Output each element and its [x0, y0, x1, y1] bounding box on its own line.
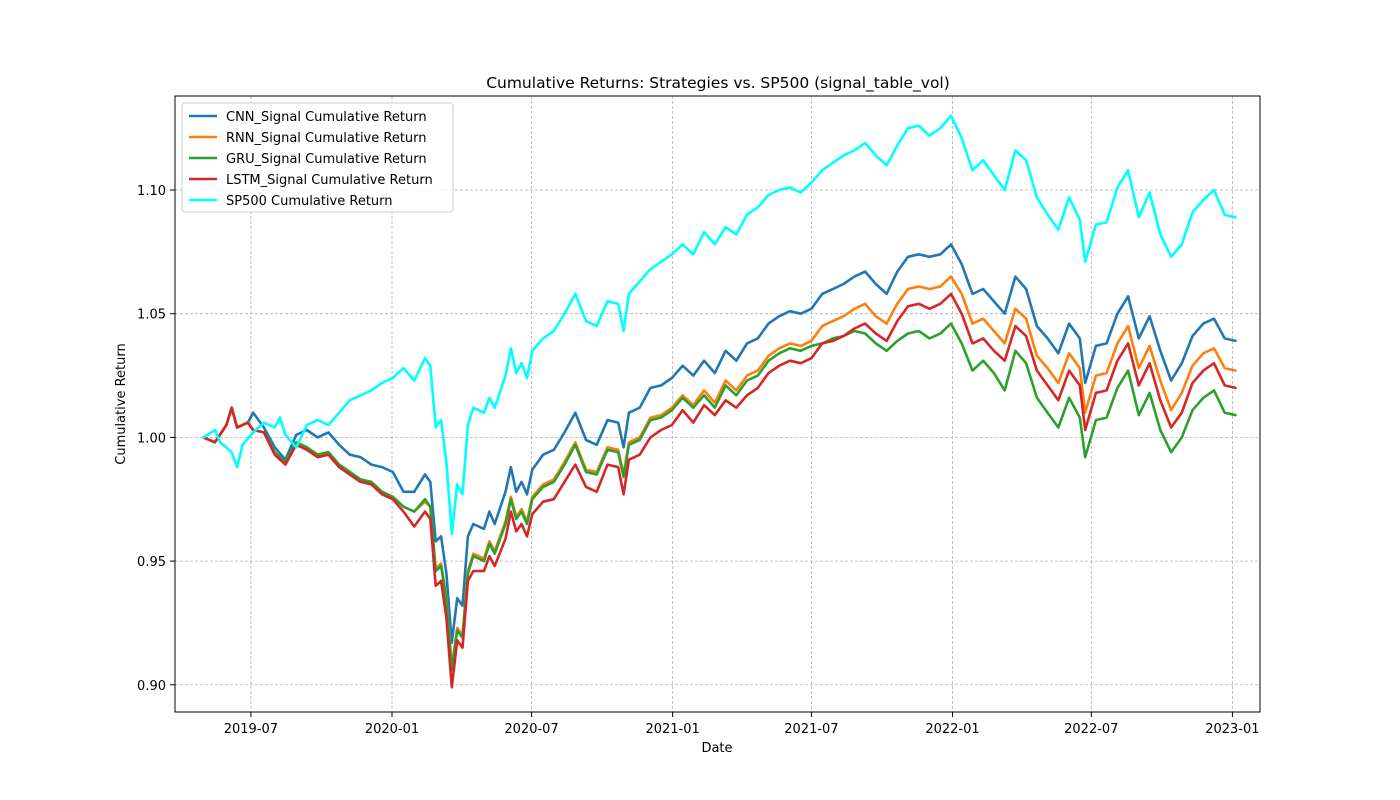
y-tick-label: 1.10: [137, 184, 166, 199]
y-tick-label: 0.95: [137, 555, 166, 570]
legend-label-sp500: SP500 Cumulative Return: [226, 194, 393, 209]
legend: CNN_Signal Cumulative Return RNN_Signal C…: [181, 102, 454, 213]
series-line-cnn-signal: [202, 243, 1237, 644]
y-tick-label: 0.90: [137, 679, 166, 694]
legend-label-lstm-signal: LSTM_Signal Cumulative Return: [226, 173, 433, 188]
x-tick-label: 2022-07: [1064, 722, 1118, 737]
x-tick-label: 2020-07: [504, 722, 558, 737]
series-line-gru-signal: [202, 322, 1237, 672]
legend-label-gru-signal: GRU_Signal Cumulative Return: [226, 152, 427, 167]
x-tick-label: 2022-01: [925, 722, 979, 737]
x-tick-label: 2019-07: [224, 722, 278, 737]
y-tick-label: 1.00: [137, 431, 166, 446]
y-axis-ticks: 0.90 0.95 1.00 1.05 1.10: [137, 184, 175, 694]
x-tick-label: 2020-01: [365, 722, 419, 737]
x-tick-label: 2021-01: [645, 722, 699, 737]
legend-label-rnn-signal: RNN_Signal Cumulative Return: [226, 131, 427, 146]
series-line-lstm-signal: [202, 292, 1237, 689]
x-tick-label: 2023-01: [1205, 722, 1259, 737]
legend-frame: [181, 102, 454, 213]
plot-area-frame: [174, 95, 1261, 713]
chart-title: Cumulative Returns: Strategies vs. SP500…: [486, 74, 950, 93]
y-axis-label: Cumulative Return: [114, 343, 129, 464]
series-lines: [202, 114, 1237, 689]
y-tick-label: 1.05: [137, 308, 166, 323]
series-line-sp500: [202, 114, 1237, 536]
x-axis-ticks: 2019-07 2020-01 2020-07 2021-01 2021-07 2022-…: [224, 712, 1260, 737]
legend-label-cnn-signal: CNN_Signal Cumulative Return: [226, 110, 427, 125]
x-tick-label: 2021-07: [784, 722, 838, 737]
x-axis-label: Date: [701, 741, 732, 756]
